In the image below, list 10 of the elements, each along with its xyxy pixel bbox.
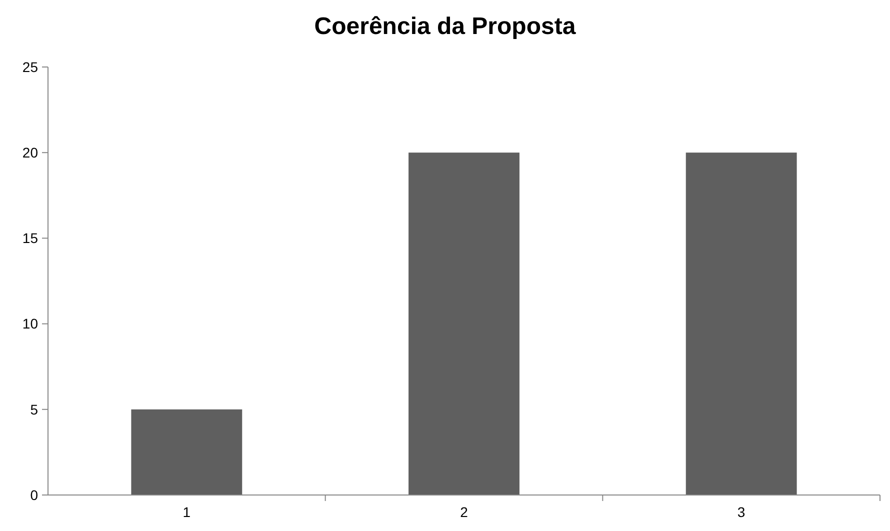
y-tick-label: 15 [22, 230, 38, 246]
x-tick-label: 1 [182, 504, 191, 520]
x-tick-label: 3 [737, 504, 746, 520]
y-tick-label: 25 [22, 58, 38, 75]
y-tick-label: 20 [22, 144, 38, 160]
y-tick-label: 0 [30, 486, 38, 503]
x-tick-label: 2 [460, 504, 468, 520]
y-tick-label: 10 [22, 316, 38, 332]
chart-title: Coerência da Proposta [314, 13, 576, 40]
y-tick-label: 5 [30, 401, 38, 418]
